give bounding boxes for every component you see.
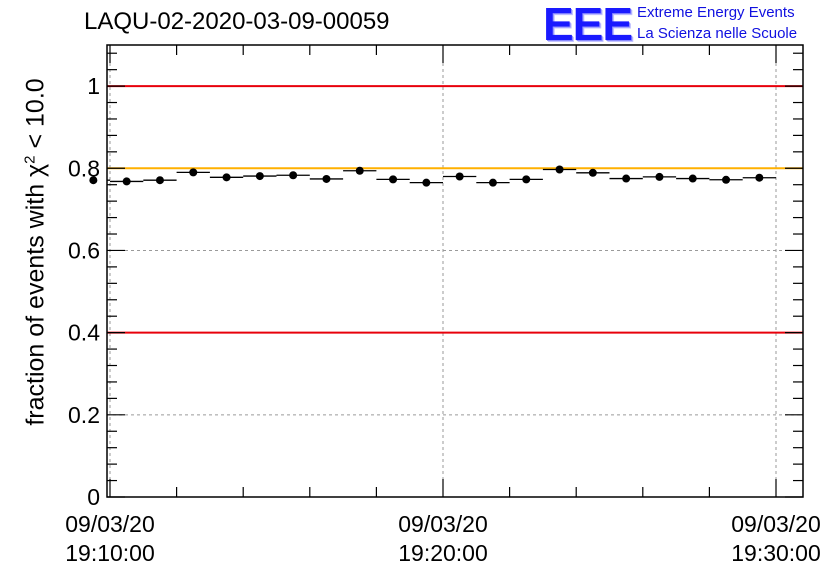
data-point [189,168,198,177]
y-axis-label-prefix: fraction of events with [21,176,50,426]
data-point [222,173,231,182]
data-point [355,166,364,175]
x-tick-date: 09/03/20 [65,511,155,537]
y-tick-label: 1 [87,73,100,99]
y-axis-label-suffix: < 10.0 [21,78,50,156]
y-tick-label: 0.4 [68,320,100,346]
data-point [422,178,431,187]
data-point [155,176,164,185]
y-axis-label: fraction of events with χ2 < 10.0 [21,78,50,425]
data-point [755,173,764,182]
x-tick-date: 09/03/20 [398,511,488,537]
x-tick-time: 19:20:00 [398,540,488,566]
data-point [289,171,298,180]
chi-exponent: 2 [21,155,39,164]
y-tick-label: 0.6 [68,237,100,263]
data-point [722,175,731,184]
y-tick-label: 0.2 [68,402,100,428]
data-point [322,174,331,183]
data-point [89,176,98,185]
data-point [122,177,131,186]
data-point [255,172,264,181]
x-tick-label-1930: 09/03/20 19:30:00 [731,510,821,568]
y-tick-label: 0 [87,484,100,510]
data-point [622,174,631,183]
x-tick-date: 09/03/20 [731,511,821,537]
data-point [588,168,597,177]
data-point [555,165,564,174]
logo-text-line2: La Scienza nelle Scuole [637,25,798,42]
data-point [688,174,697,183]
chart-title: LAQU-02-2020-03-09-00059 [84,8,390,35]
chi-symbol: χ [21,163,50,177]
x-tick-label-1920: 09/03/20 19:20:00 [398,510,488,568]
data-point [455,172,464,181]
x-tick-label-1910: 09/03/20 19:10:00 [65,510,155,568]
logo-text-line1: Extreme Energy Events [637,4,795,21]
data-point [488,178,497,187]
x-tick-time: 19:10:00 [65,540,155,566]
plot-frame [106,44,804,498]
data-point [522,175,531,184]
eee-logo-mark: EEE [543,0,633,50]
data-point [655,172,664,181]
data-point [389,175,398,184]
x-tick-time: 19:30:00 [731,540,821,566]
